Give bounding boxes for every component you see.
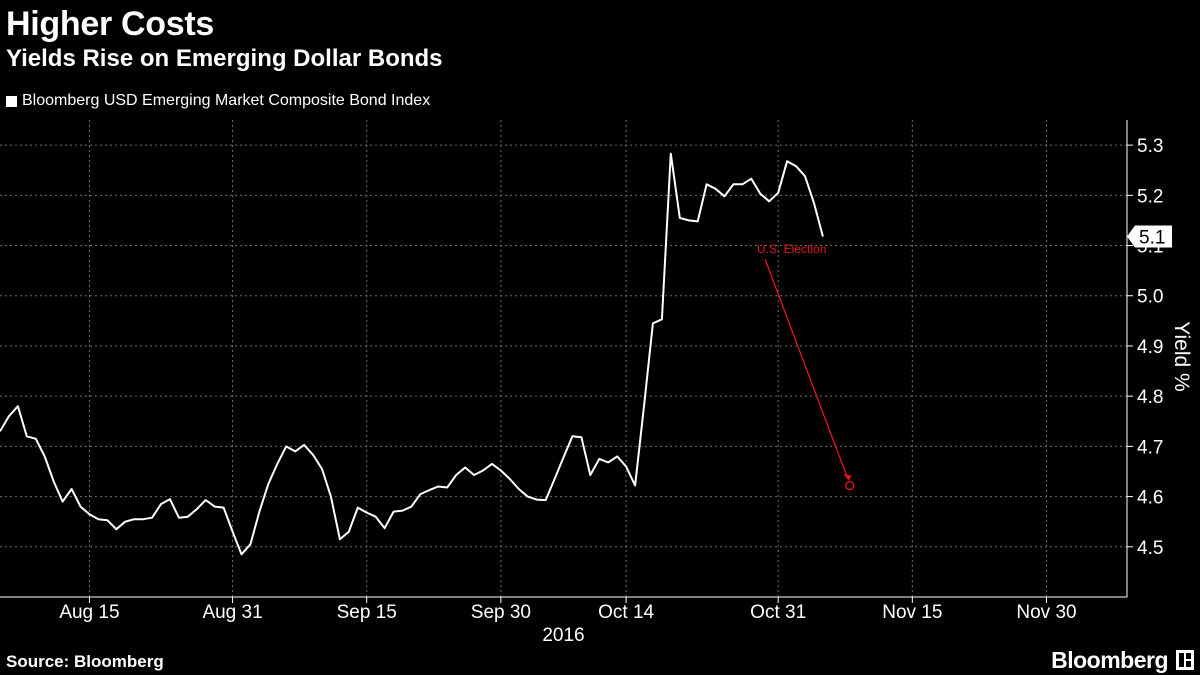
series: 5.1 <box>0 152 1172 556</box>
series-line <box>0 152 824 556</box>
chart-subtitle: Yields Rise on Emerging Dollar Bonds <box>6 45 443 72</box>
y-tick-label: 5.2 <box>1137 186 1163 207</box>
annotation-arrow <box>764 258 849 479</box>
x-tick-label: Oct 31 <box>750 602 806 623</box>
y-tick-label: 4.7 <box>1137 437 1163 458</box>
x-tick-label: Sep 15 <box>337 602 397 623</box>
x-tick-label: Sep 30 <box>471 602 531 623</box>
y-tick-label: 5.0 <box>1137 287 1163 308</box>
axes <box>0 120 1133 603</box>
x-tick-label: Nov 15 <box>882 602 942 623</box>
y-tick-label: 4.8 <box>1137 387 1163 408</box>
legend-label: Bloomberg USD Emerging Market Composite … <box>22 92 431 109</box>
x-axis-year-label: 2016 <box>542 625 584 646</box>
bloomberg-logo: Bloomberg <box>1051 647 1168 673</box>
annotations: U.S. Election <box>757 242 855 491</box>
annotation-label: U.S. Election <box>757 242 826 256</box>
annotation-arrowhead <box>843 474 852 481</box>
annotation-marker <box>845 480 855 491</box>
y-tick-label: 4.6 <box>1137 488 1163 509</box>
last-value-label: 5.1 <box>1139 227 1165 248</box>
y-tick-label: 4.9 <box>1137 337 1163 358</box>
y-axis-title-group: Yield % <box>1170 321 1193 391</box>
x-tick-label: Oct 14 <box>598 602 654 623</box>
y-tick-label: 4.5 <box>1137 538 1163 559</box>
last-value-box <box>1127 225 1172 248</box>
tick-labels: 4.5 4.6 4.7 4.8 4.9 5.0 5.1 5.2 5.3 Aug 15 Aug 31 S… <box>59 136 1163 646</box>
source-note: Source: Bloomberg <box>6 652 164 671</box>
x-tick-label: Aug 15 <box>59 602 119 623</box>
x-tick-label: Nov 30 <box>1016 602 1076 623</box>
legend-swatch <box>6 95 17 107</box>
bloomberg-terminal-icon <box>1176 650 1194 670</box>
y-axis-title: Yield % <box>1170 321 1193 391</box>
y-tick-label: 5.3 <box>1137 136 1163 157</box>
chart-title: Higher Costs <box>6 5 214 43</box>
x-tick-label: Aug 31 <box>202 602 262 623</box>
gridlines <box>0 120 1127 597</box>
chart-legend: Bloomberg USD Emerging Market Composite … <box>6 90 430 112</box>
